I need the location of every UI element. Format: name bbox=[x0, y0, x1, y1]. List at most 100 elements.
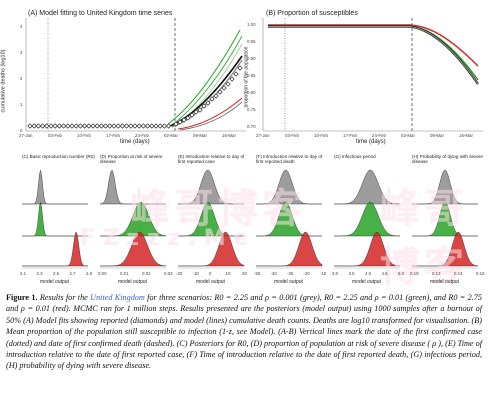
posterior-density-ridge bbox=[256, 169, 322, 205]
panel-a-xtick: 02-Mar bbox=[164, 133, 178, 138]
posterior-density-ridge bbox=[100, 231, 167, 267]
reported-death-diamond bbox=[52, 123, 58, 129]
reported-death-diamond bbox=[177, 119, 183, 125]
reported-death-diamond bbox=[237, 65, 243, 71]
reported-death-diamond bbox=[136, 123, 142, 129]
posterior-density-ridge bbox=[412, 169, 478, 205]
caption-text-2: for three scenarios: R0 = 2.25 and ρ = 0… bbox=[6, 293, 482, 371]
reported-death-diamond bbox=[39, 123, 46, 129]
posterior-density-ridge bbox=[178, 201, 244, 237]
panel-b-xtick: 02-Mar bbox=[401, 133, 415, 138]
small-panel-xtick: 0 bbox=[209, 271, 212, 276]
small-panel-xtick: 0.14 bbox=[454, 271, 463, 276]
panel-b-xtick: 17-Feb bbox=[343, 133, 357, 138]
panel-a-xtick: 17-Feb bbox=[106, 133, 120, 138]
small-panels bbox=[22, 169, 479, 269]
reported-death-diamond bbox=[94, 123, 100, 129]
reported-death-diamond bbox=[209, 96, 215, 102]
panel-a-xtick: 24-Feb bbox=[135, 133, 149, 138]
panel-a-green-line bbox=[174, 43, 243, 128]
reported-death-diamond bbox=[157, 123, 163, 129]
reported-death-diamond bbox=[81, 123, 88, 129]
panel-a-ytick: 4 bbox=[20, 24, 23, 29]
small-panel-xtick: 20 bbox=[242, 271, 247, 276]
small-panel-xtick: 10 bbox=[225, 271, 231, 276]
panel-b-xtick: 16-Mar bbox=[459, 133, 473, 138]
watermark: 峰哥博客 bbox=[380, 186, 468, 290]
small-panel-xtick: -10 bbox=[192, 271, 199, 276]
small-panel-xtick: -20 bbox=[176, 271, 183, 276]
panel-b-xtick: 09-Mar bbox=[430, 133, 444, 138]
panel-a-red-line bbox=[177, 97, 243, 130]
reported-death-diamond bbox=[185, 115, 191, 121]
panel-b-ytick: 1.00 bbox=[247, 22, 256, 27]
panel-b-red-line bbox=[268, 24, 479, 67]
small-panel-xtick: 0.02 bbox=[142, 271, 151, 276]
small-panel-xtick: 0.03 bbox=[164, 271, 173, 276]
panel-b-ytick: 0.85 bbox=[247, 73, 256, 78]
panel-a-ytick: 0 bbox=[20, 128, 23, 133]
panel-a-xtick: 27-Jan bbox=[19, 133, 33, 138]
small-panel-xtick: 0.00 bbox=[98, 271, 107, 276]
panel-a-plot bbox=[25, 18, 246, 132]
small-panel-xtick: -20 bbox=[303, 271, 310, 276]
panel-a-xtick: 10-Feb bbox=[77, 133, 91, 138]
caption-text-1: Results for the bbox=[37, 293, 91, 302]
reported-death-diamond bbox=[77, 123, 84, 129]
panel-b-ytick: 0.90 bbox=[247, 56, 256, 61]
small-panel-xtick: -30 bbox=[287, 271, 294, 276]
reported-death-diamond bbox=[44, 123, 50, 129]
reported-death-diamond bbox=[193, 109, 199, 115]
panel-b-grey-line bbox=[268, 25, 479, 85]
small-panel-xlabel: model output bbox=[40, 279, 69, 285]
reported-death-diamond bbox=[217, 89, 223, 95]
posterior-density-ridge bbox=[22, 231, 88, 267]
small-panel-xlabel: model output bbox=[196, 279, 225, 285]
panel-b-grey-line bbox=[268, 26, 479, 85]
small-panel-xlabel: model output bbox=[118, 279, 147, 285]
small-panel-xtick: -40 bbox=[270, 271, 277, 276]
small-panel-xtick: 4.5 bbox=[381, 271, 388, 276]
small-panel-xlabel: model output bbox=[274, 279, 303, 285]
watermark-latin: F Z z z z . M e bbox=[80, 226, 249, 251]
small-panel-xlabel: model output bbox=[352, 279, 381, 285]
panel-b-xtick: 03-Feb bbox=[285, 133, 299, 138]
watermark: 峰哥博客 bbox=[130, 186, 306, 232]
reported-death-diamond bbox=[60, 123, 67, 129]
small-panel-xtick: 0.01 bbox=[120, 271, 129, 276]
figure-caption: Figure 1. Results for the United Kingdom… bbox=[6, 292, 482, 372]
panel-b-xtick: 10-Feb bbox=[314, 133, 328, 138]
caption-country-link[interactable]: United Kingdom bbox=[90, 293, 145, 302]
panel-a-green-line bbox=[167, 29, 241, 125]
small-panel-xtick: -50 bbox=[254, 271, 261, 276]
posterior-density-ridge bbox=[256, 201, 322, 237]
reported-death-diamond bbox=[225, 81, 231, 87]
reported-death-diamond bbox=[201, 103, 207, 109]
reported-death-diamond bbox=[197, 107, 203, 113]
reported-death-diamond bbox=[213, 93, 219, 99]
small-panel-xlabel: model output bbox=[430, 279, 459, 285]
reported-death-diamond bbox=[205, 100, 211, 106]
small-panel-title: (C) Basic reproduction number (R0) bbox=[22, 154, 95, 159]
posterior-density-ridge bbox=[412, 201, 478, 237]
small-panel-title: (G) Infectious period bbox=[334, 154, 376, 159]
reported-death-diamond bbox=[111, 123, 117, 129]
small-panel-xtick: 3.5 bbox=[348, 271, 355, 276]
panel-b-ytick: 0.70 bbox=[247, 124, 256, 129]
reported-death-diamond bbox=[27, 123, 33, 129]
posterior-density-ridge bbox=[334, 231, 401, 267]
small-panel-xtick: 0.16 bbox=[476, 271, 485, 276]
panel-a-xtick: 09-Mar bbox=[193, 133, 207, 138]
panel-a-red-line bbox=[179, 101, 243, 131]
reported-death-diamond bbox=[189, 112, 195, 118]
reported-death-diamond bbox=[140, 123, 147, 129]
posterior-density-ridge bbox=[256, 231, 323, 267]
small-panel-xtick: 0.12 bbox=[432, 271, 441, 276]
reported-death-diamond bbox=[98, 123, 105, 129]
reported-death-diamond bbox=[73, 123, 79, 129]
panel-b-plot bbox=[262, 18, 483, 132]
small-panel-xtick: 2.5 bbox=[53, 271, 60, 276]
reported-death-diamond bbox=[65, 123, 71, 129]
panel-b-title: (B) Proportion of susceptibles bbox=[266, 10, 358, 17]
